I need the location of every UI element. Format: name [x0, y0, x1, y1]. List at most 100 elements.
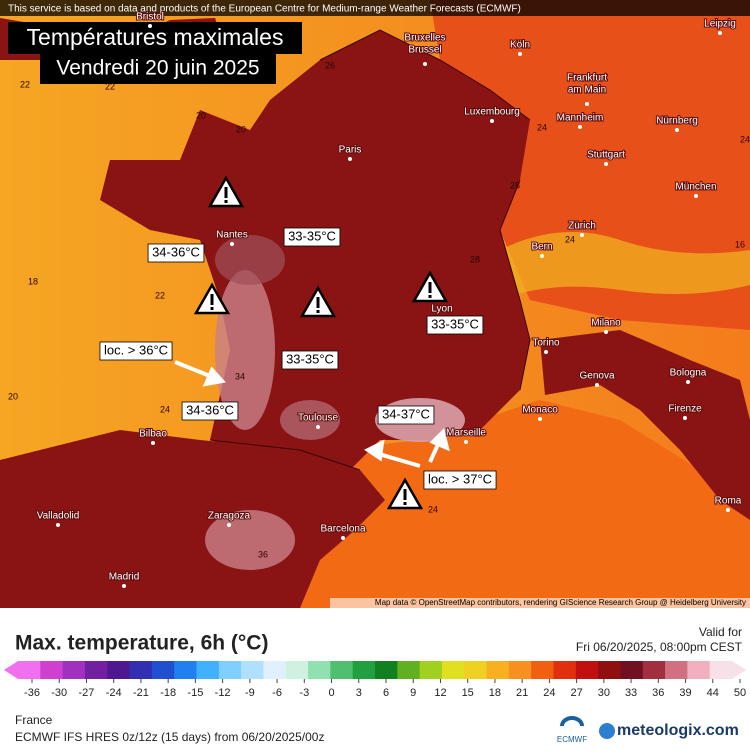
city-dot — [544, 350, 548, 354]
colorbar-tick-label: 9 — [410, 687, 416, 699]
warnings — [193, 175, 449, 510]
colorbar-end — [4, 661, 18, 679]
city-dot — [348, 157, 352, 161]
colorbar-segment — [263, 661, 287, 679]
isotherm-label: 28 — [510, 180, 520, 190]
colorbar-tick-label: 18 — [489, 687, 501, 699]
colorbar-segment — [508, 661, 532, 679]
ecmwf-logo — [560, 716, 584, 727]
land — [100, 30, 530, 470]
city-dot — [585, 102, 589, 106]
warning-mark — [403, 502, 407, 505]
isotherm-label: 20 — [236, 124, 246, 134]
arrow-head — [202, 366, 226, 387]
city-dot — [604, 162, 608, 166]
colorbar-segment — [441, 661, 465, 679]
city-label: Bologna — [670, 368, 707, 379]
colorbar-segment — [196, 661, 220, 679]
warning-mark — [210, 294, 214, 305]
warning-mark — [224, 187, 228, 198]
colorbar-tick-label: 27 — [570, 687, 582, 699]
colorbar-segment — [129, 661, 153, 679]
colorbar-tick-label: -18 — [160, 687, 176, 699]
annotation: 33-35°C — [286, 351, 334, 366]
city-dot — [464, 440, 468, 444]
warning-mark — [224, 200, 228, 203]
isotherm-label: 16 — [735, 239, 745, 249]
colorbar-tick-label: -12 — [215, 687, 231, 699]
ecmwf-label: ECMWF — [557, 735, 587, 744]
colorbar-tick-label: 50 — [734, 687, 746, 699]
legend: Max. temperature, 6h (°C) Valid for Fri … — [4, 625, 746, 699]
colorbar-segment — [464, 661, 488, 679]
colorbar-segment — [486, 661, 510, 679]
city-label: Roma — [715, 496, 742, 507]
colorbar-tick-label: -30 — [51, 687, 67, 699]
annotation: 33-35°C — [431, 316, 479, 331]
city-label: Firenze — [668, 404, 702, 415]
city-label: Köln — [510, 40, 530, 51]
colorbar-segment — [308, 661, 331, 679]
city-label: Frankfurt — [567, 73, 607, 84]
colorbar-segment — [352, 661, 376, 679]
brand: meteologix.com — [617, 722, 739, 739]
city-label: Luxembourg — [464, 107, 520, 118]
isotherm-label: 26 — [325, 60, 335, 70]
city-label: Monaco — [522, 405, 558, 416]
colorbar-segment — [665, 661, 688, 679]
colorbar-tick-label: -15 — [187, 687, 203, 699]
city-label: Zürich — [568, 221, 596, 232]
city-dot — [686, 380, 690, 384]
city-label: Bilbao — [139, 429, 167, 440]
city-label: Lyon — [431, 304, 452, 315]
attribution-bar — [330, 598, 750, 608]
colorbar-segment — [285, 661, 309, 679]
isotherm-label: 24 — [428, 504, 438, 514]
colorbar-tick-label: 6 — [383, 687, 389, 699]
city-label: Paris — [339, 145, 362, 156]
notice-bar — [0, 0, 750, 16]
isotherm-label: 28 — [470, 254, 480, 264]
annotation-box — [426, 315, 484, 335]
isotherm-label: 24 — [565, 234, 575, 244]
city-dot — [230, 242, 234, 246]
city-label: Nantes — [216, 230, 248, 241]
annotation-box — [423, 470, 497, 490]
colorbar-tick-label: 39 — [679, 687, 691, 699]
isotherm-label: 24 — [740, 134, 750, 144]
hot-area — [215, 270, 275, 430]
colorbar-segment — [553, 661, 577, 679]
hot-area — [215, 235, 285, 285]
annotation: 34-36°C — [186, 402, 234, 417]
colorbar-segment — [330, 661, 354, 679]
attribution: Map data © OpenStreetMap contributors, r… — [375, 598, 746, 607]
colorbar-segment — [575, 661, 599, 679]
city-dot — [540, 254, 544, 258]
city-dot — [675, 128, 679, 132]
warning-mark — [210, 307, 214, 310]
city-dot — [683, 416, 687, 420]
city-dot — [518, 52, 522, 56]
colorbar-segment — [598, 661, 621, 679]
isotherm-label: 22 — [20, 79, 30, 89]
city-dot — [580, 233, 584, 237]
colorbar-tick-label: -3 — [299, 687, 309, 699]
city-dot — [718, 31, 722, 35]
region: France — [15, 713, 53, 727]
city-label: Marseille — [446, 428, 486, 439]
colorbar-segment — [151, 661, 175, 679]
city-dot — [341, 536, 345, 540]
colorbar-segment — [531, 661, 554, 679]
arrow-head — [364, 439, 385, 462]
city-dot — [316, 425, 320, 429]
isotherm-label: 22 — [155, 290, 165, 300]
colorbar-tick-label: 15 — [462, 687, 474, 699]
colorbar-segment — [687, 661, 711, 679]
colorbar-tick-label: 21 — [516, 687, 528, 699]
colorbar-segment — [375, 661, 398, 679]
colorbar-segment — [642, 661, 666, 679]
colorbar-tick-label: 33 — [625, 687, 637, 699]
colorbar-segment — [241, 661, 264, 679]
colorbar-tick-label: 30 — [598, 687, 610, 699]
annotation: loc. > 36°C — [104, 342, 168, 357]
